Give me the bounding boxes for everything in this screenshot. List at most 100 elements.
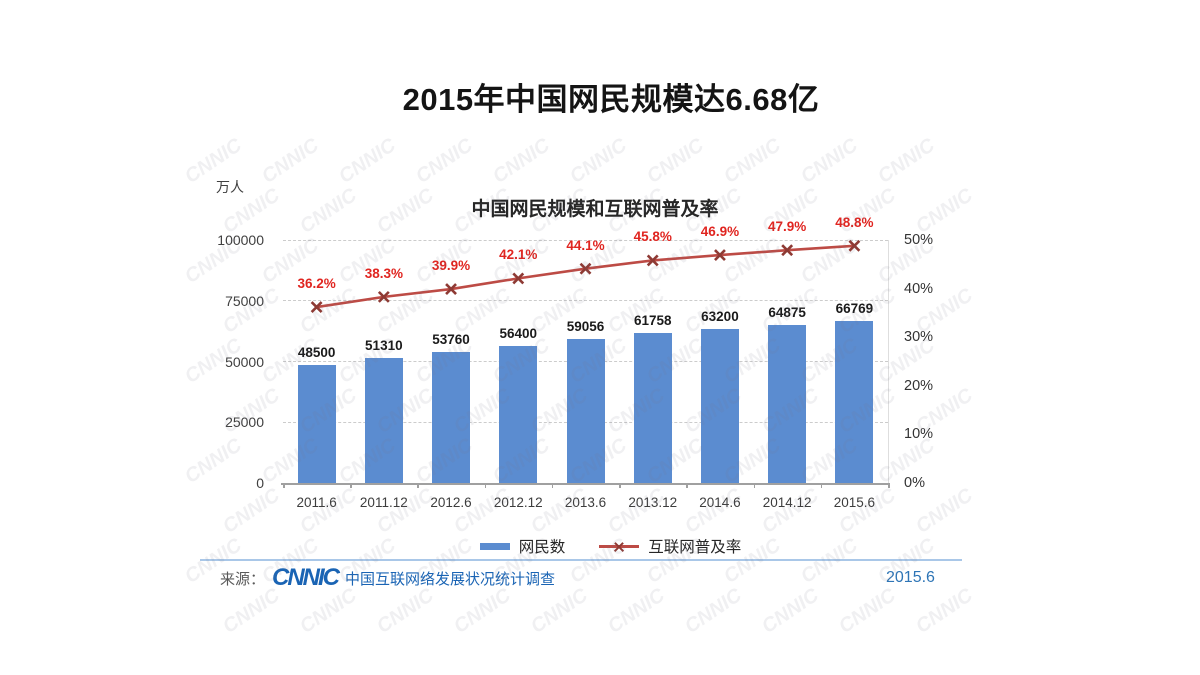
line-point-label: 47.9% <box>768 219 807 235</box>
bar-netizens <box>499 345 538 483</box>
right-axis-tick-label: 10% <box>904 426 934 443</box>
cnnic-watermark: CNNIC <box>372 484 438 538</box>
cnnic-watermark: CNNIC <box>218 384 284 438</box>
line-x-marker <box>445 283 457 296</box>
x-axis-tick <box>686 484 688 488</box>
line-x-marker <box>848 239 861 252</box>
cnnic-watermark: CNNIC <box>411 134 477 188</box>
cnnic-watermark: CNNIC <box>719 234 785 288</box>
x-axis-tick <box>753 484 756 488</box>
y-axis-tick-label: 100000 <box>217 232 264 248</box>
x-axis-tick <box>551 484 554 488</box>
legend-item-penetration: 互联网普及率 <box>599 535 741 557</box>
line-x-marker <box>579 262 592 275</box>
right-axis-tick-label: 40% <box>904 280 934 297</box>
cnnic-watermark: CNNIC <box>757 584 823 638</box>
y-axis-tick-label: 50000 <box>225 353 264 370</box>
line-x-marker <box>781 244 794 257</box>
cnnic-watermark: CNNIC <box>372 584 438 638</box>
x-axis-category-label: 2013.12 <box>628 495 678 510</box>
bar-netizens <box>364 358 403 483</box>
slide-title: 2015年中国网民规模达6.68亿 <box>402 82 820 117</box>
x-axis-tick <box>619 484 621 488</box>
line-point-label: 36.2% <box>297 276 336 292</box>
cnnic-watermark: CNNIC <box>334 134 400 188</box>
cnnic-watermark: CNNIC <box>873 134 939 188</box>
bar-value-label: 51310 <box>365 338 403 354</box>
x-axis-tick <box>484 484 487 488</box>
cnnic-watermark: CNNIC <box>911 584 977 638</box>
x-axis-category-label: 2011.6 <box>296 495 337 510</box>
cnnic-watermark: CNNIC <box>719 134 785 188</box>
x-axis-line <box>281 483 890 485</box>
bar-netizens <box>432 352 471 483</box>
cnnic-watermark: CNNIC <box>257 134 323 188</box>
source-prefix-label: 来源： <box>220 570 266 588</box>
cnnic-watermark: CNNIC <box>911 484 977 538</box>
bar-value-label: 56400 <box>499 325 538 341</box>
line-x-marker <box>781 244 794 257</box>
x-axis-tick <box>820 484 823 488</box>
bar-value-label: 66769 <box>835 300 874 316</box>
bar-netizens <box>633 332 672 483</box>
bar-value-label: 53760 <box>432 332 470 348</box>
line-x-marker <box>714 249 726 261</box>
x-axis-tick <box>283 484 285 488</box>
cnnic-watermark: CNNIC <box>796 134 862 188</box>
bar-value-label: 48500 <box>297 345 336 361</box>
line-point-label: 48.8% <box>835 214 874 230</box>
cnnic-logo: CNNIC <box>272 564 340 591</box>
line-point-label: 39.9% <box>431 258 471 274</box>
right-axis-tick-label: 30% <box>904 329 934 346</box>
x-axis-tick <box>888 484 890 488</box>
bar-netizens <box>835 320 874 483</box>
footer-date: 2015.6 <box>886 569 935 586</box>
x-axis-category-label: 2014.6 <box>699 495 741 510</box>
x-axis-tick <box>417 484 419 488</box>
line-x-marker <box>512 272 525 285</box>
right-axis-tick-label: 50% <box>904 232 934 248</box>
cnnic-watermark: CNNIC <box>834 584 900 638</box>
bar-netizens <box>700 329 739 483</box>
gridline <box>283 300 888 302</box>
x-axis-category-label: 2015.6 <box>833 495 876 510</box>
bar-value-label: 61758 <box>633 312 672 328</box>
line-point-label: 46.9% <box>700 224 740 240</box>
bar-netizens <box>768 325 807 483</box>
bar-value-label: 64875 <box>768 305 806 321</box>
cnnic-watermark: CNNIC <box>603 584 669 638</box>
x-axis-category-label: 2014.12 <box>762 495 812 510</box>
right-axis-tick-label: 0% <box>904 475 925 491</box>
source-name-label: 中国互联网络发展状况统计调查 <box>345 570 556 588</box>
cnnic-watermark: CNNIC <box>565 134 631 188</box>
x-axis-category-label: 2011.12 <box>359 495 408 510</box>
chart-legend: 网民数 互联网普及率 <box>283 534 938 558</box>
y-axis-tick-label: 75000 <box>225 292 264 309</box>
cnnic-watermark: CNNIC <box>488 134 554 188</box>
cnnic-watermark: CNNIC <box>218 484 284 538</box>
bar-netizens <box>566 339 605 483</box>
line-x-marker <box>646 254 659 267</box>
x-axis-category-label: 2012.6 <box>430 495 472 510</box>
cnnic-watermark: CNNIC <box>218 584 284 638</box>
legend-label-netizens: 网民数 <box>518 539 566 556</box>
cnnic-watermark: CNNIC <box>603 484 669 538</box>
x-axis-category-label: 2012.12 <box>493 495 543 510</box>
right-axis-tick-label: 20% <box>904 377 934 394</box>
x-axis-tick <box>350 484 352 488</box>
bar-value-label: 63200 <box>701 309 739 325</box>
line-point-label: 45.8% <box>633 229 672 245</box>
cnnic-watermark: CNNIC <box>295 584 361 638</box>
cnnic-watermark: CNNIC <box>642 134 708 188</box>
legend-item-netizens: 网民数 <box>479 535 566 557</box>
gridline <box>283 239 888 241</box>
bar-netizens <box>297 365 336 483</box>
cnnic-watermark: CNNIC <box>757 484 823 538</box>
line-point-label: 44.1% <box>566 237 605 253</box>
line-x-marker <box>579 262 592 275</box>
cnnic-watermark: CNNIC <box>372 284 438 338</box>
cnnic-watermark: CNNIC <box>526 484 592 538</box>
